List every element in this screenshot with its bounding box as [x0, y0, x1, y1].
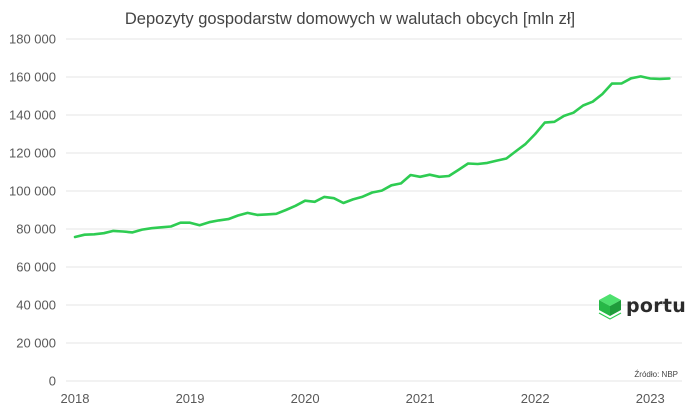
y-tick-label: 80 000 — [16, 222, 56, 237]
logo-wordmark: portu — [626, 295, 687, 317]
cube-logo-icon — [598, 294, 622, 320]
y-tick-label: 140 000 — [9, 108, 56, 123]
y-tick-label: 0 — [49, 374, 56, 389]
x-tick-label: 2019 — [176, 391, 205, 406]
y-tick-label: 120 000 — [9, 146, 56, 161]
x-tick-label: 2021 — [406, 391, 435, 406]
y-tick-label: 160 000 — [9, 70, 56, 85]
portu-logo: portu — [597, 292, 686, 320]
y-tick-label: 60 000 — [16, 260, 56, 275]
y-tick-label: 180 000 — [9, 32, 56, 47]
chart-title: Depozyty gospodarstw domowych w walutach… — [124, 10, 576, 28]
y-tick-label: 100 000 — [9, 184, 56, 199]
x-tick-label: 2020 — [291, 391, 320, 406]
y-tick-label: 20 000 — [16, 336, 56, 351]
series-layer — [73, 75, 671, 239]
x-axis-tick-labels: 2018 2019 2020 2021 2022 2023 — [61, 391, 665, 406]
x-tick-label: 2023 — [636, 391, 665, 406]
series-line — [73, 75, 671, 239]
source-note: Źródło: NBP — [634, 370, 678, 379]
grid-lines — [66, 38, 682, 382]
y-axis-tick-labels: 0 20 000 40 000 60 000 80 000 100 000 120 000 1… — [9, 32, 56, 389]
x-tick-label: 2022 — [521, 391, 550, 406]
y-tick-label: 40 000 — [16, 298, 56, 313]
x-tick-label: 2018 — [61, 391, 90, 406]
